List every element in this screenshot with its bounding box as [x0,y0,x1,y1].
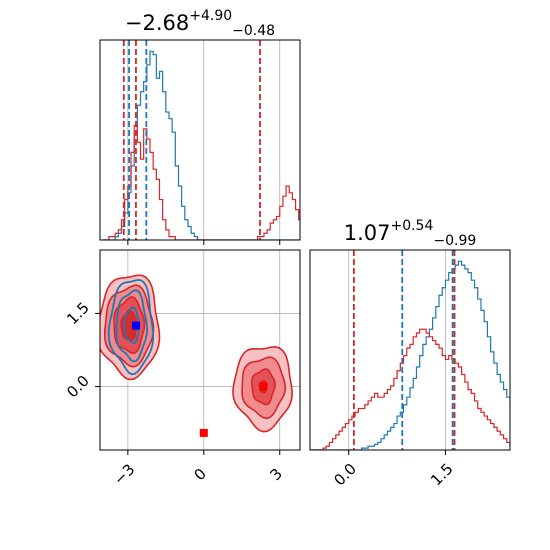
top-left-quantile-lines [122,40,261,240]
top-left-frame [99,39,301,241]
marker-point [259,382,268,391]
x-tick-label: −3 [110,460,138,488]
marker-point [131,321,140,330]
bottom-left-markers [131,321,268,437]
histogram-series [310,328,510,450]
top-left-histograms [102,50,300,240]
contour-level [115,289,149,363]
marker-point [199,428,208,437]
bottom-right-title: 1.07+0.54−0.99 [344,218,477,249]
x-tick-label: 0 [191,465,210,484]
top-left-grid [127,40,281,240]
y-tick-label: 1.5 [63,299,93,329]
bottom-right-histograms [310,260,510,450]
bottom-left-panel: −3 0 3 0.0 1.5 [63,249,301,489]
bottom-left-frame [99,249,301,451]
histogram-series [310,260,510,450]
bottom-right-frame [309,249,511,451]
top-left-panel: −2.68+4.90−0.48 [99,8,301,245]
bottom-right-panel: 0.0 1.5 1.07+0.54−0.99 [309,218,511,490]
top-left-ticks [127,240,281,245]
x-tick-label: 3 [266,465,285,484]
x-tick-label: 1.5 [427,460,457,490]
contour-level [123,306,141,345]
bottom-left-contours [100,274,293,433]
bottom-right-ticks: 0.0 1.5 [330,450,457,490]
x-tick-label: 0.0 [330,460,360,490]
top-left-title: −2.68+4.90−0.48 [125,8,275,39]
scatter-point [125,385,128,388]
y-tick-label: 0.0 [63,372,93,402]
histogram-series [102,124,300,240]
scatter-point [106,361,109,364]
bottom-right-quantile-lines [352,250,456,450]
contour-level [107,279,155,376]
